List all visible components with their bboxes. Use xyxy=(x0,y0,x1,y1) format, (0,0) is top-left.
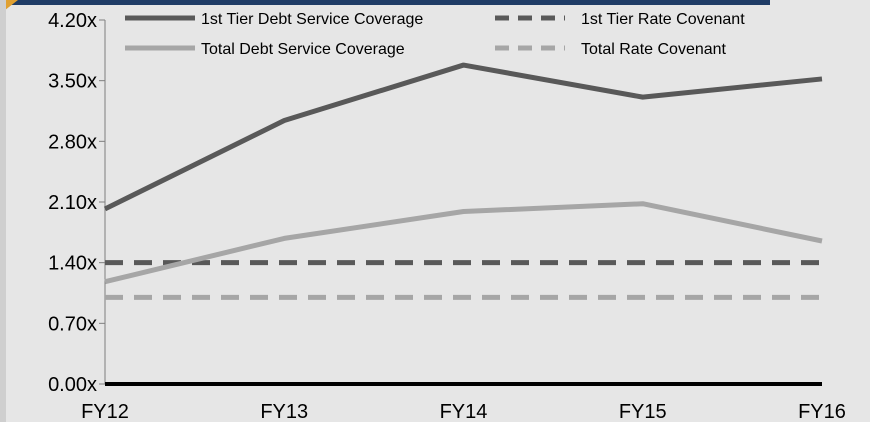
legend-label-4: Total Rate Covenant xyxy=(581,41,727,58)
header-accent-bar xyxy=(0,0,770,5)
y-tick-label: 1.40x xyxy=(48,253,97,275)
x-tick-label: FY16 xyxy=(798,401,846,422)
y-tick-label: 0.70x xyxy=(48,313,97,335)
x-tick-label: FY14 xyxy=(440,401,488,422)
x-tick-label: FY15 xyxy=(619,401,667,422)
x-tick-label: FY13 xyxy=(260,401,308,422)
legend-label-1: 1st Tier Debt Service Coverage xyxy=(201,11,423,28)
legend-label-3: Total Debt Service Coverage xyxy=(201,41,405,58)
y-tick-label: 2.80x xyxy=(48,131,97,153)
left-edge-bar xyxy=(0,0,6,422)
x-tick-label: FY12 xyxy=(81,401,129,422)
series-line-1 xyxy=(103,62,823,212)
y-tick-label: 0.00x xyxy=(48,374,97,396)
y-tick-label: 2.10x xyxy=(48,192,97,214)
legend-label-2: 1st Tier Rate Covenant xyxy=(581,11,745,28)
series-line-3 xyxy=(104,201,823,285)
y-tick-label: 4.20x xyxy=(48,10,97,32)
y-tick-label: 3.50x xyxy=(48,71,97,93)
